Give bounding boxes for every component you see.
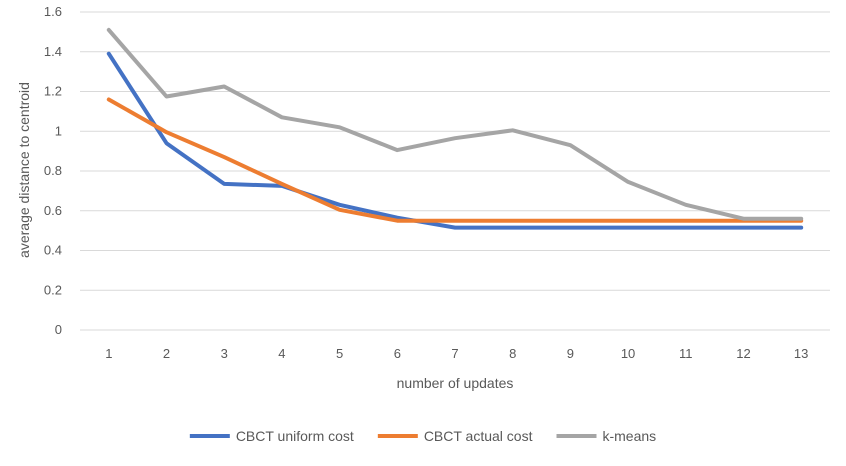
x-tick-label: 2 bbox=[163, 346, 170, 361]
x-tick-label: 5 bbox=[336, 346, 343, 361]
y-tick-label: 0 bbox=[55, 322, 62, 337]
y-tick-label: 0.4 bbox=[44, 243, 62, 258]
x-tick-label: 13 bbox=[794, 346, 808, 361]
series-line-k-means bbox=[106, 27, 804, 221]
series-line-cbct-uniform-cost bbox=[106, 51, 804, 230]
series-line-cbct-actual-cost bbox=[106, 97, 804, 223]
x-tick-label: 6 bbox=[394, 346, 401, 361]
x-tick-label: 10 bbox=[621, 346, 635, 361]
y-axis-title: average distance to centroid bbox=[16, 82, 32, 258]
y-tick-label: 0.8 bbox=[44, 163, 62, 178]
x-tick-label: 8 bbox=[509, 346, 516, 361]
x-tick-label: 9 bbox=[567, 346, 574, 361]
y-tick-label: 0.2 bbox=[44, 282, 62, 297]
x-tick-label: 11 bbox=[679, 346, 693, 361]
y-tick-label: 1.6 bbox=[44, 4, 62, 19]
x-tick-label: 3 bbox=[221, 346, 228, 361]
y-axis-ticks: 0 0.2 0.4 0.6 0.8 1 1.2 1.4 1.6 bbox=[44, 4, 62, 337]
x-tick-label: 12 bbox=[736, 346, 750, 361]
legend-label: CBCT uniform cost bbox=[236, 428, 354, 444]
y-tick-label: 1.2 bbox=[44, 84, 62, 99]
x-axis-ticks: 1 2 3 4 5 6 7 8 9 10 11 12 13 bbox=[105, 346, 808, 361]
y-tick-label: 1 bbox=[55, 123, 62, 138]
x-tick-label: 7 bbox=[451, 346, 458, 361]
legend-label: CBCT actual cost bbox=[424, 428, 533, 444]
y-tick-label: 0.6 bbox=[44, 203, 62, 218]
x-tick-label: 4 bbox=[278, 346, 285, 361]
y-tick-label: 1.4 bbox=[44, 44, 62, 59]
legend-label: k-means bbox=[602, 428, 656, 444]
legend: CBCT uniform cost CBCT actual cost k-means bbox=[189, 428, 656, 444]
x-tick-label: 1 bbox=[105, 346, 112, 361]
gridlines bbox=[80, 11, 830, 331]
x-axis-title: number of updates bbox=[397, 375, 514, 391]
series-lines bbox=[106, 27, 804, 230]
